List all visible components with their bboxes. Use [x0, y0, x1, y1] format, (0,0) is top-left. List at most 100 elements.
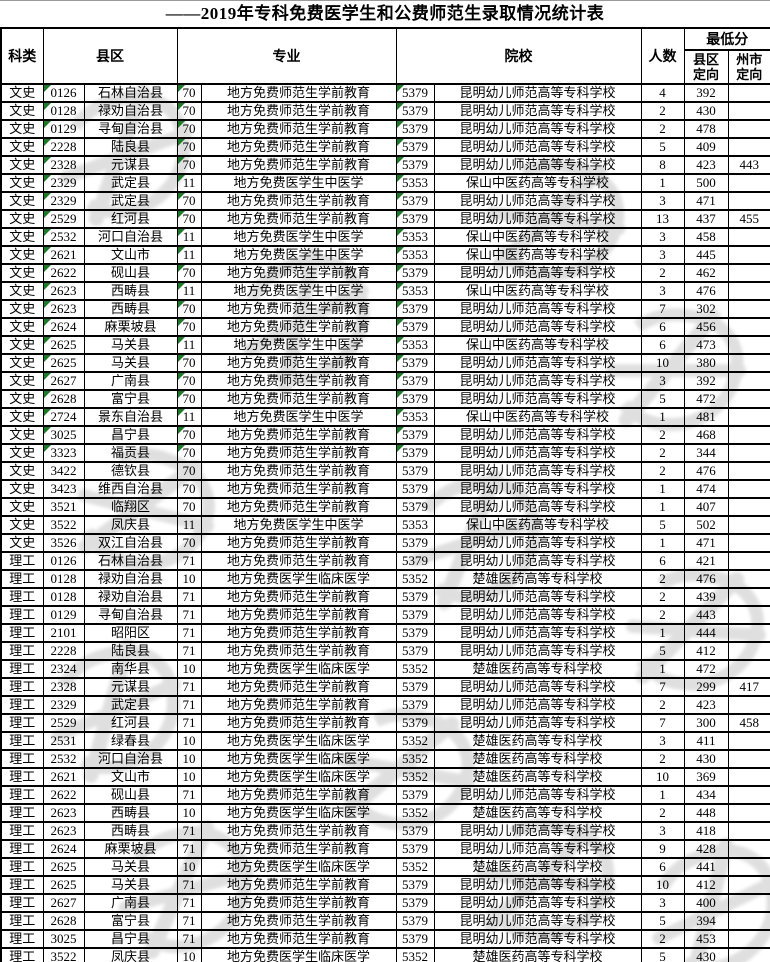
table-row: 理工 2328 元谋县 71 地方免费师范生学前教育 5379 昆明幼儿师范高等专科学校 7 2… — [0, 677, 770, 697]
cell-s2 — [727, 299, 770, 319]
cell-major: 地方免费师范生学前教育 — [200, 893, 397, 913]
cell-icode: 5379 — [395, 263, 435, 283]
cell-subject: 理工 — [0, 767, 44, 787]
cell-subject: 文史 — [0, 389, 44, 409]
cell-n: 3 — [640, 821, 685, 841]
cell-code: 2529 — [42, 209, 85, 229]
cell-subject: 文史 — [0, 443, 44, 463]
cell-s1: 456 — [683, 317, 729, 337]
cell-county: 陆良县 — [83, 137, 178, 157]
cell-s1: 409 — [683, 137, 729, 157]
cell-s2 — [727, 623, 770, 643]
table-row: 理工 2329 武定县 71 地方免费师范生学前教育 5379 昆明幼儿师范高等专科学校 2 4… — [0, 695, 770, 715]
cell-county: 马关县 — [83, 335, 178, 355]
cell-n: 1 — [640, 173, 685, 193]
cell-county: 寻甸自治县 — [83, 605, 178, 625]
cell-school: 昆明幼儿师范高等专科学校 — [433, 497, 642, 517]
cell-subject: 文史 — [0, 407, 44, 427]
cell-school: 昆明幼儿师范高等专科学校 — [433, 677, 642, 697]
cell-mcode: 11 — [176, 515, 202, 535]
cell-county: 砚山县 — [83, 263, 178, 283]
cell-icode: 5379 — [395, 839, 435, 859]
cell-major: 地方免费师范生学前教育 — [200, 317, 397, 337]
cell-county: 昭阳区 — [83, 623, 178, 643]
cell-mcode: 70 — [176, 209, 202, 229]
header-school: 院校 — [395, 27, 642, 85]
cell-school: 昆明幼儿师范高等专科学校 — [433, 443, 642, 463]
cell-code: 0126 — [42, 551, 85, 571]
cell-s1: 428 — [683, 839, 729, 859]
cell-s2 — [727, 263, 770, 283]
cell-mcode: 70 — [176, 353, 202, 373]
cell-school: 昆明幼儿师范高等专科学校 — [433, 533, 642, 553]
header-county: 县区 — [42, 27, 178, 85]
cell-major: 地方免费医学生中医学 — [200, 245, 397, 265]
cell-n: 2 — [640, 119, 685, 139]
cell-major: 地方免费师范生学前教育 — [200, 533, 397, 553]
cell-major: 地方免费师范生学前教育 — [200, 911, 397, 931]
cell-mcode: 70 — [176, 371, 202, 391]
cell-s1: 474 — [683, 479, 729, 499]
table-row: 文史 2627 广南县 70 地方免费师范生学前教育 5379 昆明幼儿师范高等专科学校 3 3… — [0, 371, 770, 391]
cell-icode: 5379 — [395, 713, 435, 733]
table-row: 理工 0128 禄劝自治县 10 地方免费医学生临床医学 5352 楚雄医药高等专科学校 2 4… — [0, 569, 770, 589]
cell-school: 昆明幼儿师范高等专科学校 — [433, 605, 642, 625]
cell-mcode: 70 — [176, 425, 202, 445]
cell-n: 2 — [640, 569, 685, 589]
cell-code: 2228 — [42, 137, 85, 157]
cell-s1: 412 — [683, 641, 729, 661]
table-row: 文史 0126 石林自治县 70 地方免费师范生学前教育 5379 昆明幼儿师范高等专科学校… — [0, 83, 770, 103]
cell-county: 西畴县 — [83, 281, 178, 301]
cell-major: 地方免费师范生学前教育 — [200, 83, 397, 103]
cell-s1: 443 — [683, 605, 729, 625]
cell-mcode: 10 — [176, 731, 202, 751]
cell-county: 武定县 — [83, 191, 178, 211]
cell-code: 2532 — [42, 227, 85, 247]
cell-county: 富宁县 — [83, 911, 178, 931]
cell-n: 5 — [640, 515, 685, 535]
cell-mcode: 11 — [176, 173, 202, 193]
cell-major: 地方免费师范生学前教育 — [200, 875, 397, 895]
cell-mcode: 70 — [176, 479, 202, 499]
cell-s2 — [727, 731, 770, 751]
cell-s2: 455 — [727, 209, 770, 229]
cell-major: 地方免费师范生学前教育 — [200, 425, 397, 445]
cell-n: 2 — [640, 263, 685, 283]
cell-major: 地方免费医学生临床医学 — [200, 947, 397, 962]
cell-mcode: 71 — [176, 839, 202, 859]
cell-code: 0126 — [42, 83, 85, 103]
cell-major: 地方免费医学生中医学 — [200, 173, 397, 193]
cell-major: 地方免费医学生临床医学 — [200, 731, 397, 751]
table-row: 文史 3522 凤庆县 11 地方免费医学生中医学 5353 保山中医药高等专科学校 5 502 — [0, 515, 770, 535]
cell-code: 2101 — [42, 623, 85, 643]
cell-county: 麻栗坡县 — [83, 839, 178, 859]
cell-s2 — [727, 893, 770, 913]
cell-school: 昆明幼儿师范高等专科学校 — [433, 353, 642, 373]
table-row: 理工 2624 麻栗坡县 71 地方免费师范生学前教育 5379 昆明幼儿师范高等专科学校 9… — [0, 839, 770, 859]
cell-n: 2 — [640, 749, 685, 769]
cell-s2 — [727, 515, 770, 535]
cell-code: 2625 — [42, 335, 85, 355]
cell-code: 3423 — [42, 479, 85, 499]
cell-major: 地方免费师范生学前教育 — [200, 137, 397, 157]
cell-s2 — [727, 479, 770, 499]
cell-county: 石林自治县 — [83, 83, 178, 103]
cell-icode: 5352 — [395, 569, 435, 589]
cell-mcode: 70 — [176, 299, 202, 319]
table-row: 文史 2532 河口自治县 11 地方免费医学生中医学 5353 保山中医药高等专科学校 3 4… — [0, 227, 770, 247]
cell-s2 — [727, 317, 770, 337]
cell-s1: 430 — [683, 947, 729, 962]
cell-school: 保山中医药高等专科学校 — [433, 173, 642, 193]
cell-s2 — [727, 191, 770, 211]
cell-subject: 理工 — [0, 803, 44, 823]
cell-subject: 文史 — [0, 209, 44, 229]
cell-code: 2622 — [42, 785, 85, 805]
cell-school: 昆明幼儿师范高等专科学校 — [433, 119, 642, 139]
cell-mcode: 11 — [176, 335, 202, 355]
cell-code: 2724 — [42, 407, 85, 427]
cell-code: 2324 — [42, 659, 85, 679]
cell-s1: 462 — [683, 263, 729, 283]
cell-s2: 417 — [727, 677, 770, 697]
cell-major: 地方免费师范生学前教育 — [200, 119, 397, 139]
